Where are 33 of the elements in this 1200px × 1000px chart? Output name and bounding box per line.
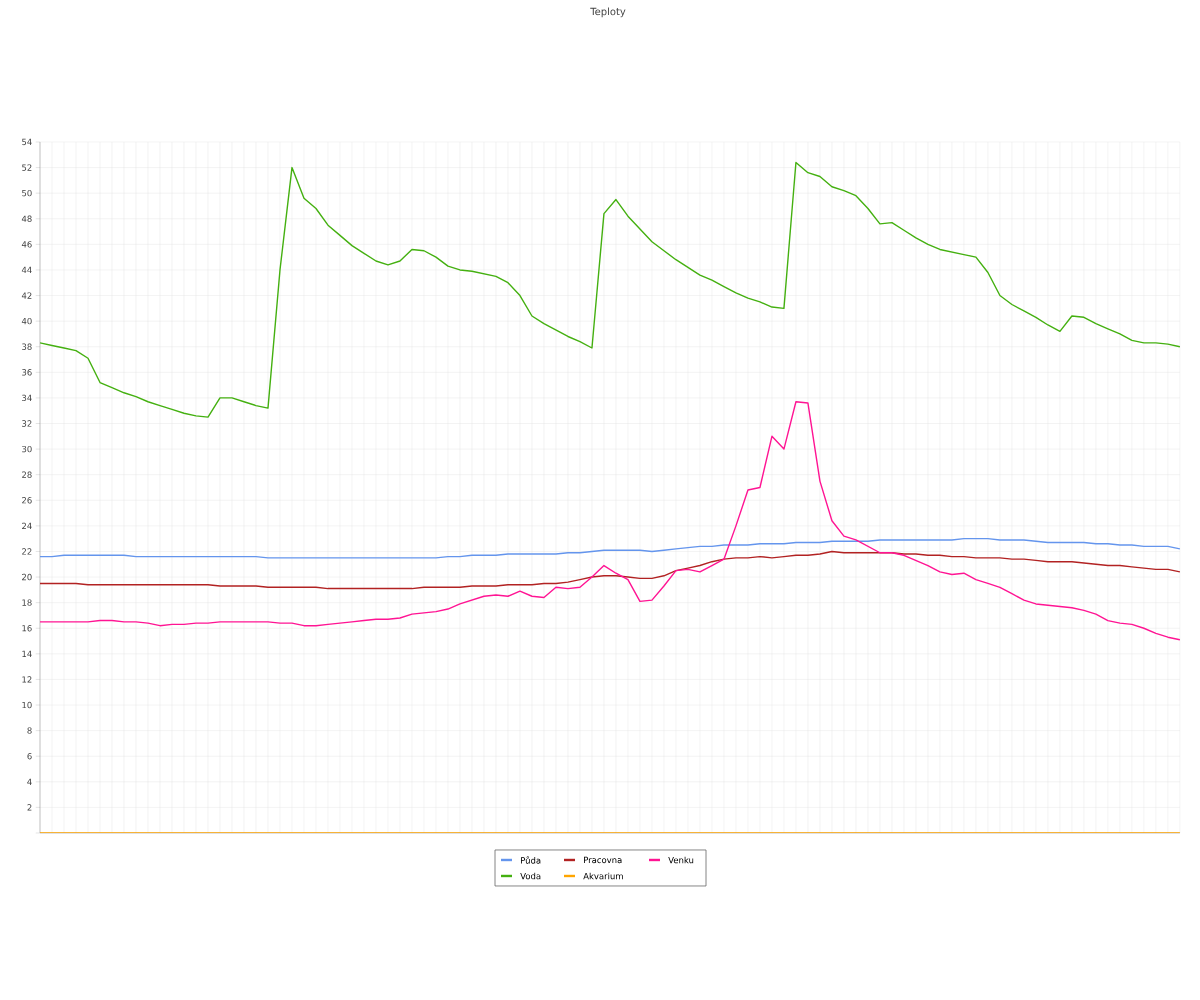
- y-tick-label: 48: [21, 215, 32, 222]
- legend-label: Voda: [520, 872, 541, 880]
- chart-title: Teploty: [590, 7, 626, 18]
- y-tick-label: 42: [21, 292, 32, 299]
- y-tick-label: 34: [22, 394, 32, 402]
- y-tick-label: 50: [22, 189, 32, 197]
- y-tick-label: 54: [22, 138, 32, 146]
- y-tick-label: 28: [22, 471, 32, 478]
- y-tick-label: 32: [22, 420, 32, 427]
- legend-label: Pracovna: [584, 856, 622, 864]
- y-tick-label: 22: [22, 548, 32, 555]
- y-tick-label: 4: [27, 778, 32, 785]
- y-tick-label: 30: [22, 445, 32, 453]
- y-tick-label: 2: [27, 804, 32, 811]
- y-tick-label: 16: [22, 625, 32, 632]
- y-tick-label: 38: [22, 343, 32, 350]
- y-tick-label: 20: [22, 573, 32, 581]
- y-tick-label: 12: [22, 676, 32, 683]
- legend-label: Půda: [521, 856, 541, 864]
- y-tick-label: 8: [27, 727, 32, 734]
- y-tick-label: 10: [22, 701, 32, 709]
- y-tick-label: 44: [21, 266, 32, 274]
- y-tick-label: 18: [22, 599, 32, 606]
- y-tick-label: 46: [21, 241, 32, 248]
- y-tick-label: 40: [21, 317, 32, 325]
- y-tick-label: 14: [22, 650, 32, 657]
- y-tick-label: 6: [27, 753, 32, 760]
- y-tick-label: 36: [22, 369, 32, 376]
- y-tick-label: 24: [22, 522, 32, 530]
- legend-label: Akvarium: [583, 872, 623, 880]
- legend-label: Venku: [668, 856, 694, 864]
- y-tick-label: 52: [22, 164, 32, 171]
- y-tick-label: 26: [22, 497, 32, 504]
